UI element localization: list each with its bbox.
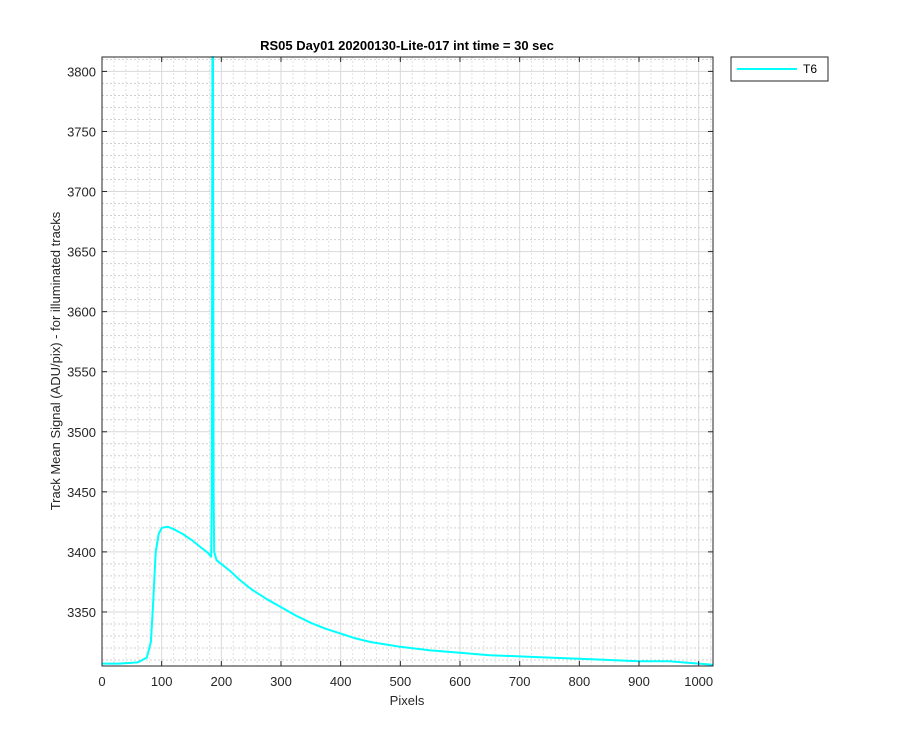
chart-title: RS05 Day01 20200130-Lite-017 int time = …: [260, 38, 554, 53]
x-tick-label: 300: [270, 674, 292, 689]
y-tick-label: 3750: [67, 124, 96, 139]
y-tick-label: 3600: [67, 305, 96, 320]
y-axis-label: Track Mean Signal (ADU/pix) - for illumi…: [48, 211, 63, 510]
plot-frame: [101, 56, 714, 667]
x-tick-label: 500: [389, 674, 411, 689]
x-tick-label: 900: [628, 674, 650, 689]
legend-entry-label: T6: [803, 62, 817, 76]
y-tick-label: 3650: [67, 245, 96, 260]
series-line-t6: [102, 56, 714, 666]
plot-area: [102, 57, 713, 666]
y-tick-label: 3800: [67, 64, 96, 79]
y-tick-label: 3550: [67, 365, 96, 380]
y-tick-label: 3350: [67, 605, 96, 620]
series-layer: [102, 56, 714, 666]
x-tick-label: 700: [509, 674, 531, 689]
x-tick-label: 100: [151, 674, 173, 689]
y-tick-label: 3400: [67, 545, 96, 560]
y-axis-ticks: 3350 3400 3450 3500 3550 3600 3650 3700 3750 3800: [67, 64, 713, 620]
minor-grid: [102, 57, 713, 666]
y-tick-label: 3500: [67, 425, 96, 440]
x-tick-label: 1000: [684, 674, 713, 689]
x-tick-label: 0: [98, 674, 105, 689]
x-tick-label: 600: [449, 674, 471, 689]
x-tick-label: 200: [210, 674, 232, 689]
y-tick-label: 3700: [67, 185, 96, 200]
legend: T6: [730, 56, 829, 82]
y-tick-label: 3450: [67, 485, 96, 500]
x-tick-label: 400: [330, 674, 352, 689]
x-tick-label: 800: [568, 674, 590, 689]
x-axis-ticks: 0 100 200 300 400 500 600 700 800 900 1000: [98, 57, 713, 689]
x-axis-label: Pixels: [390, 693, 425, 708]
